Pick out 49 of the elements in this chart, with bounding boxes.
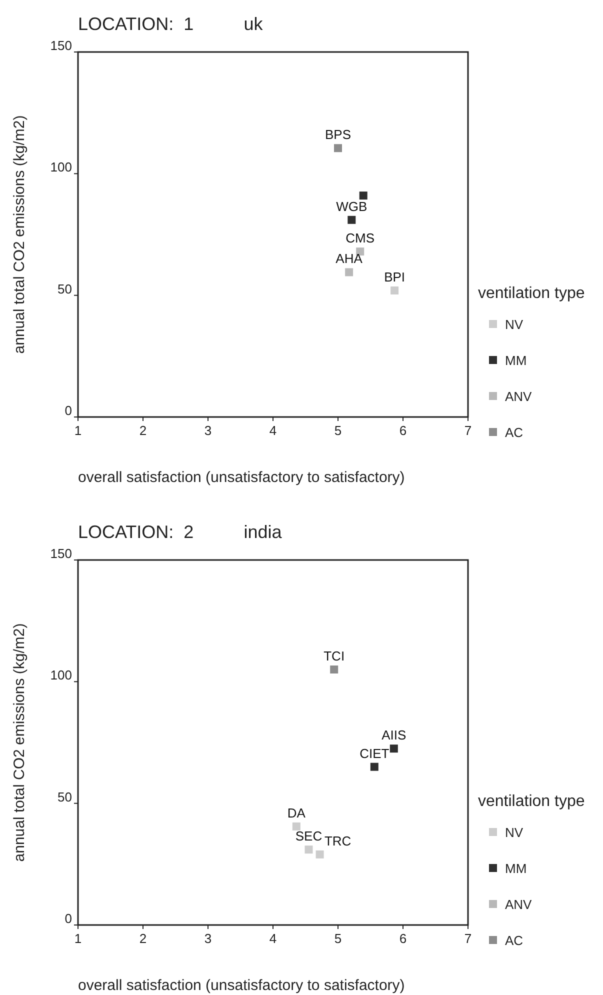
y-axis-title: annual total CO2 emissions (kg/m2) — [11, 115, 28, 354]
x-tick-label: 2 — [139, 423, 147, 438]
x-tick-label: 7 — [464, 931, 472, 946]
annotation: WGB — [336, 198, 368, 214]
x-tick-label: 2 — [139, 931, 147, 946]
x-tick-label: 5 — [334, 423, 342, 438]
legend-title: ventilation type — [478, 793, 585, 810]
chart-title: LOCATION: 2 india — [78, 522, 283, 542]
annotation: AIIS — [382, 728, 407, 743]
x-tick-label: 4 — [269, 931, 277, 946]
annotation: BPI — [384, 269, 406, 284]
annotation: TRC — [324, 833, 352, 848]
legend-label: ANV — [505, 389, 532, 404]
legend-label: NV — [505, 317, 524, 332]
x-tick-label: 5 — [334, 931, 342, 946]
y-tick-label: 150 — [50, 546, 72, 561]
x-tick-label: 1 — [74, 423, 82, 438]
x-tick-label: 6 — [399, 931, 407, 946]
annotation: SEC — [295, 828, 322, 844]
legend-label: AC — [505, 425, 524, 440]
x-axis-title: overall satisfaction (unsatisfactory to satisfactory) — [78, 977, 405, 994]
y-tick-label: 50 — [58, 281, 72, 296]
chart-title: LOCATION: 1 uk — [78, 14, 264, 34]
annotation: AHA — [336, 251, 363, 266]
y-tick-label: 100 — [50, 160, 72, 175]
x-tick-label: 4 — [269, 423, 277, 438]
legend-label: AC — [505, 933, 524, 948]
x-tick-label: 7 — [464, 423, 472, 438]
y-tick-label: 150 — [50, 38, 72, 53]
x-axis-title: overall satisfaction (unsatisfactory to satisfactory) — [78, 469, 405, 486]
x-tick-label: 3 — [204, 931, 212, 946]
annotation: TCI — [324, 648, 345, 664]
x-tick-label: 3 — [204, 423, 212, 438]
legend-label: MM — [505, 353, 527, 368]
legend-label: MM — [505, 861, 527, 876]
y-tick-label: 100 — [50, 668, 72, 683]
annotation: BPS — [324, 127, 352, 142]
legend-label: NV — [505, 825, 524, 840]
x-tick-label: 6 — [399, 423, 407, 438]
x-tick-label: 1 — [74, 931, 82, 946]
annotation: CMS — [346, 230, 375, 246]
legend-title: ventilation type — [478, 285, 585, 302]
annotation: DA — [287, 805, 306, 820]
y-axis-title: annual total CO2 emissions (kg/m2) — [11, 623, 28, 862]
legend-label: ANV — [505, 897, 532, 912]
y-tick-label: 0 — [64, 403, 72, 418]
annotation: CIET — [360, 746, 390, 761]
y-tick-label: 50 — [58, 789, 72, 804]
y-tick-label: 0 — [64, 911, 72, 926]
